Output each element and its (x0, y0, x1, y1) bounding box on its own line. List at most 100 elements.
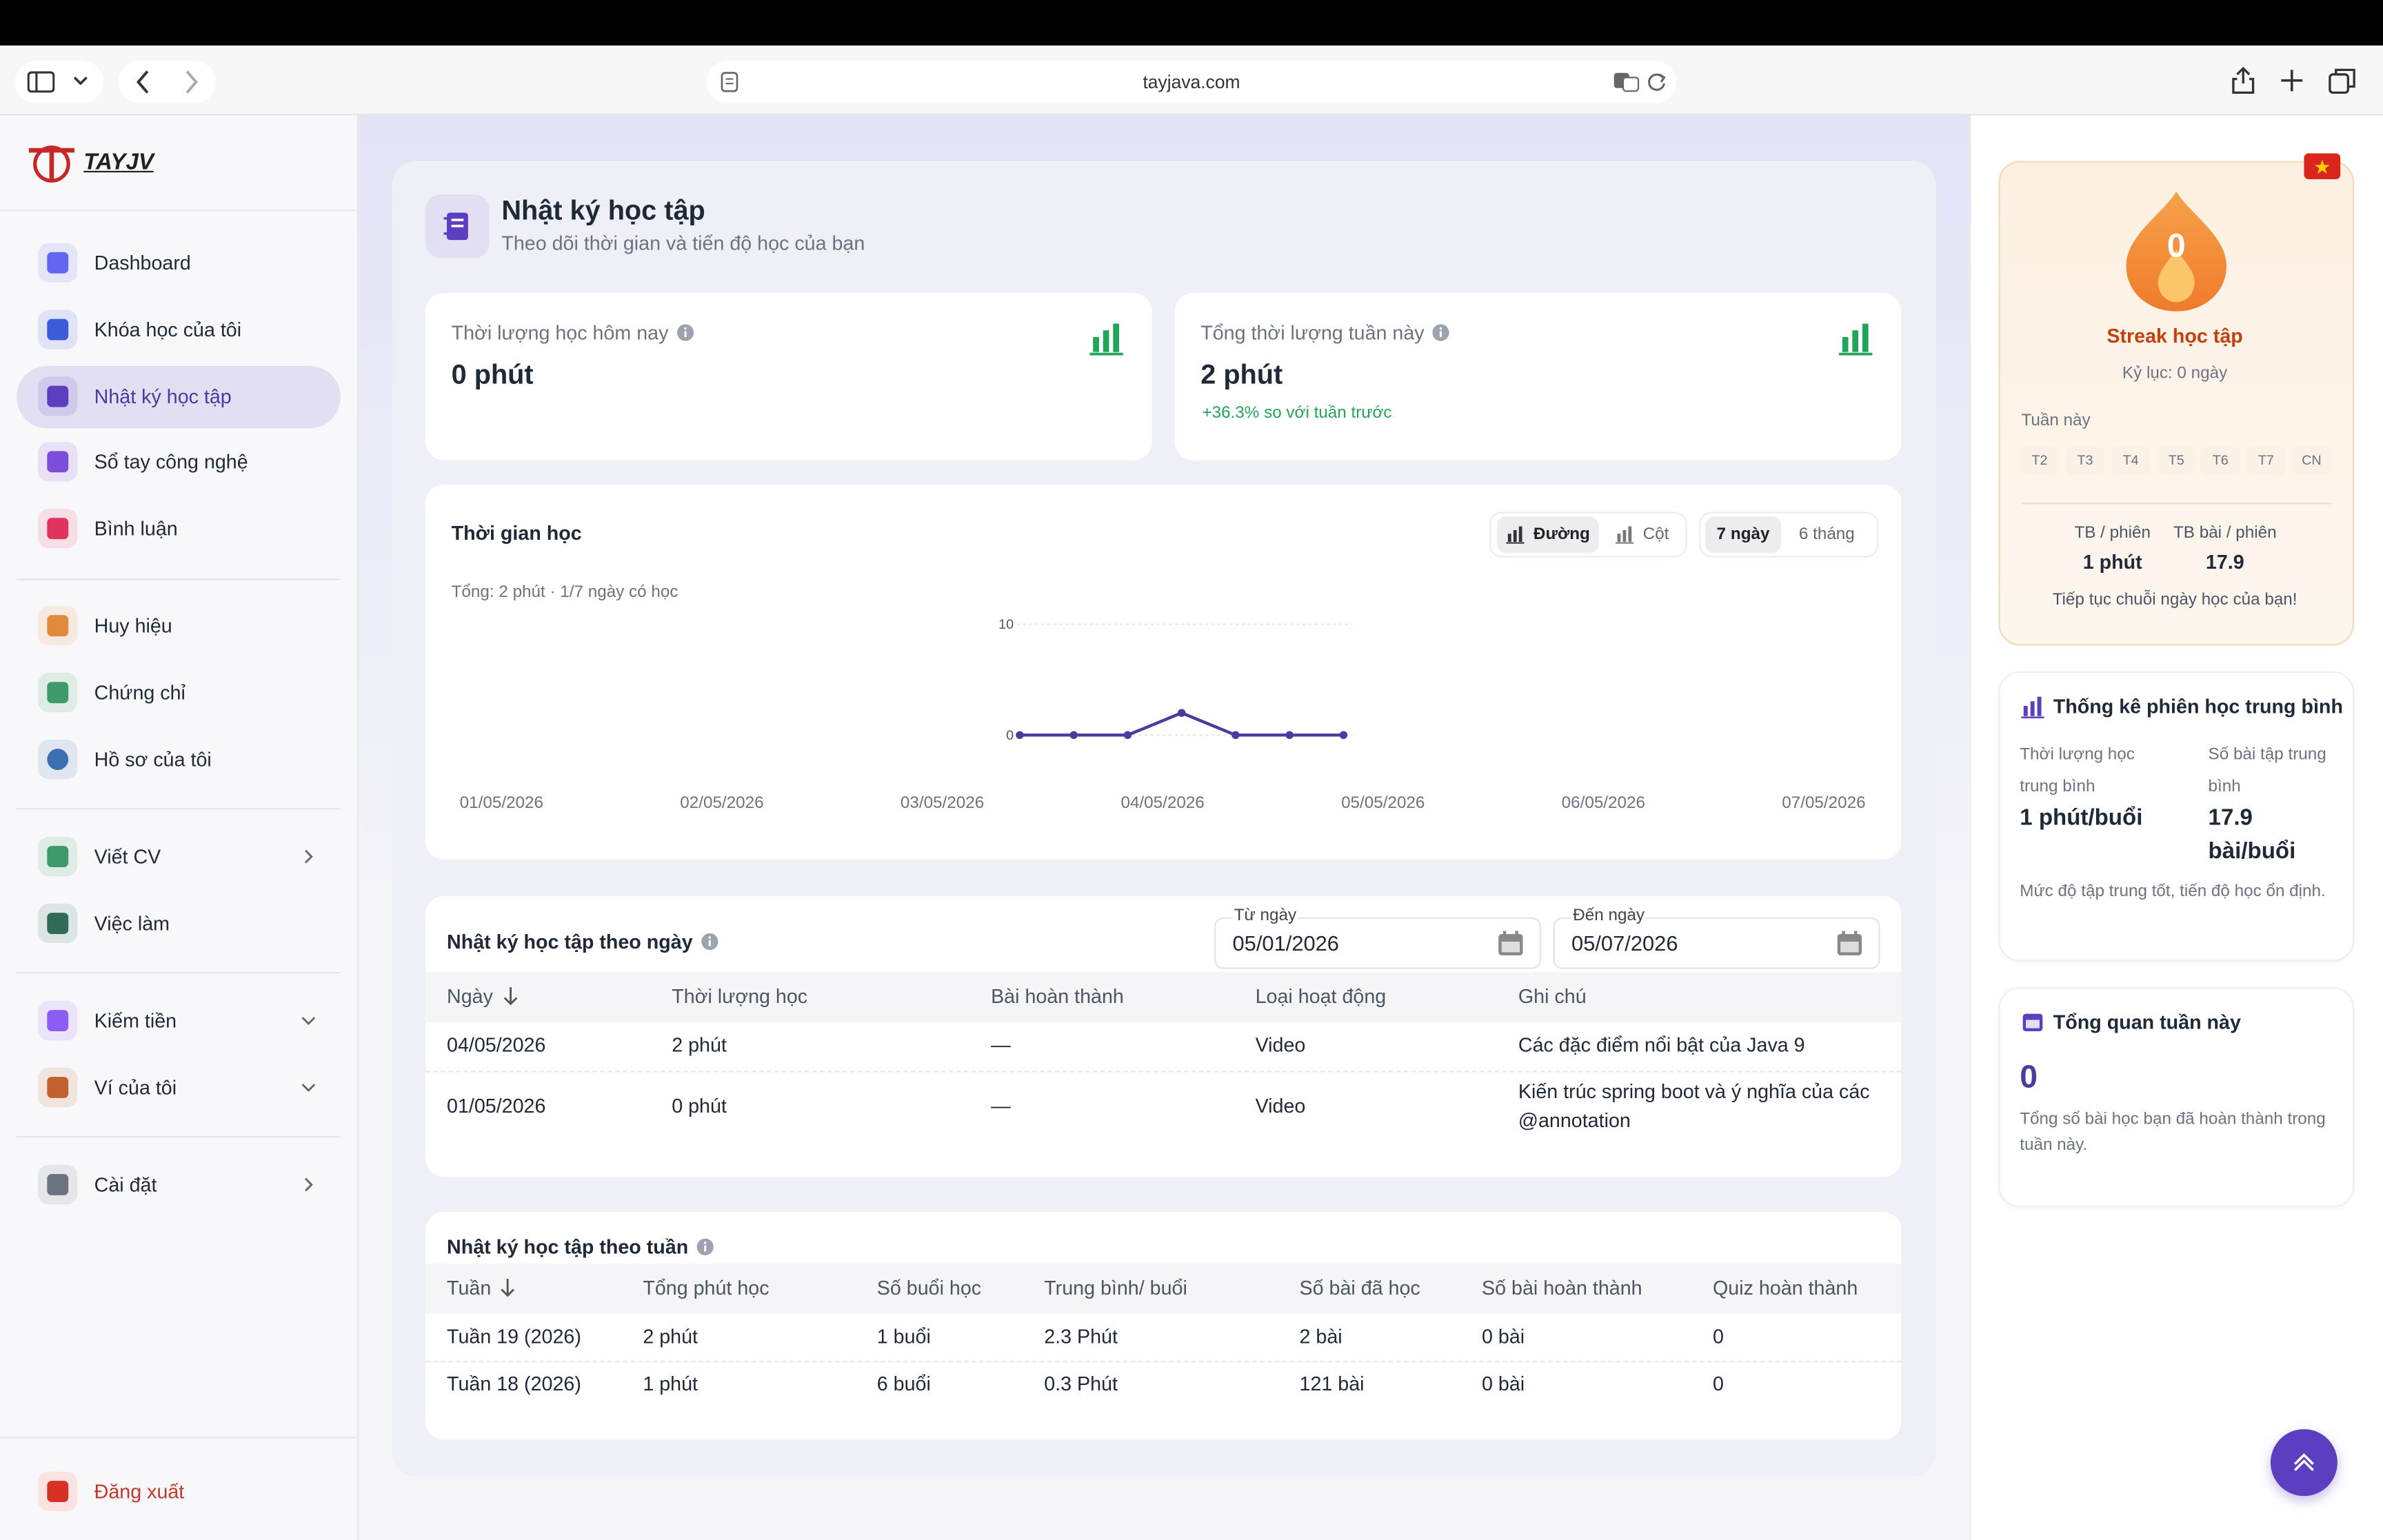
table-title: Nhật ký học tập theo tuần (447, 1235, 689, 1259)
table-cell: Kiến trúc spring boot và ý nghĩa của các… (1518, 1080, 1870, 1132)
range-button[interactable]: 7 ngày (1716, 525, 1770, 544)
icon-shape (1113, 323, 1120, 352)
date-input[interactable] (1553, 917, 1880, 969)
tabs-icon[interactable] (2329, 67, 2356, 94)
nav-item[interactable]: Kiếm tiền (94, 1009, 177, 1033)
data-point (1069, 731, 1078, 740)
table-cell: 0 bài (1481, 1372, 1525, 1395)
mode-button[interactable]: Cột (1642, 525, 1669, 544)
table-cell: 121 bài (1299, 1372, 1365, 1395)
bar-icon (1089, 323, 1123, 356)
overview-count: 0 (2020, 1060, 2038, 1095)
mode-button[interactable]: Đường (1533, 525, 1590, 544)
nav-item[interactable]: Sổ tay công nghệ (94, 450, 248, 474)
date-value: 05/01/2026 (1232, 931, 1339, 955)
icon-shape (2030, 701, 2035, 716)
translate-icon (1613, 72, 1640, 92)
table-cell: — (991, 1094, 1011, 1117)
icon-shape (501, 1279, 514, 1297)
icon-shape (2232, 77, 2255, 94)
logout[interactable]: Đăng xuất (94, 1480, 185, 1503)
icon-shape (451, 219, 464, 221)
flag-icon (2304, 153, 2341, 179)
icon-shape (721, 72, 738, 92)
nav-divider (17, 578, 341, 580)
day-box (2246, 446, 2286, 476)
table-cell: 2 bài (1299, 1325, 1343, 1348)
share-icon[interactable] (2231, 66, 2255, 94)
icon-shape (2023, 705, 2028, 716)
sort-icon[interactable] (500, 1277, 515, 1299)
column-header: Quiz hoàn thành (1713, 1276, 1858, 1299)
column-header: Bài hoàn thành (991, 984, 1124, 1008)
nav-item[interactable]: Việc làm (94, 912, 170, 935)
nav-icon-glyph (47, 1010, 69, 1031)
new-tab-icon[interactable] (2280, 68, 2304, 92)
icon-shape (28, 148, 75, 181)
sidebar-toggle[interactable] (15, 61, 103, 103)
date-input[interactable] (1214, 917, 1541, 969)
address-bar[interactable] (706, 61, 1677, 103)
stat-card (425, 293, 1152, 460)
icon-shape (1617, 534, 1621, 543)
icon-shape (1842, 336, 1849, 352)
calendar-icon[interactable] (1497, 929, 1525, 957)
calendar-icon[interactable] (1836, 929, 1864, 957)
table-cell: 0 (1713, 1325, 1724, 1348)
range-selected (1705, 516, 1782, 553)
x-tick-label: 06/05/2026 (1562, 793, 1645, 812)
range-button[interactable]: 6 tháng (1798, 525, 1855, 544)
bar-icon (1506, 526, 1525, 544)
logout-glyph (47, 1481, 69, 1502)
data-point (1231, 731, 1240, 740)
table-cell: 1 buổi (876, 1325, 931, 1348)
nav-icon-glyph (47, 682, 69, 704)
back-icon[interactable] (135, 70, 150, 94)
reload-icon[interactable] (1646, 72, 1667, 93)
info-icon (696, 1238, 714, 1255)
column-header: Trung bình/ buổi (1044, 1276, 1187, 1299)
nav-chevron (301, 1017, 316, 1025)
x-tick-label: 07/05/2026 (1782, 793, 1865, 812)
icon-shape (1854, 931, 1858, 938)
icon-shape (451, 225, 464, 227)
icon-shape (1862, 323, 1869, 352)
icon-shape (1840, 941, 1859, 953)
nav-icon-glyph (47, 318, 69, 341)
nav-item[interactable]: Huy hiệu (94, 614, 172, 638)
x-tick-label: 04/05/2026 (1120, 793, 1204, 812)
nav-item[interactable]: Cài đặt (94, 1173, 157, 1197)
streak-title: Streak học tập (2107, 324, 2243, 347)
nav-item[interactable]: Chứng chỉ (94, 681, 185, 705)
icon-shape (305, 849, 313, 864)
nav-item[interactable]: Ví của tôi (94, 1075, 177, 1100)
table-cell: 2 phút (643, 1325, 698, 1348)
icon-shape (703, 1242, 707, 1244)
icon-shape (305, 1177, 313, 1192)
day-box (2156, 446, 2196, 476)
nav-item[interactable]: Khóa học của tôi (94, 318, 242, 341)
streak-note: Tiếp tục chuỗi ngày học của bạn! (2052, 591, 2297, 609)
nav-item[interactable]: Dashboard (94, 251, 191, 274)
sort-icon[interactable] (503, 986, 519, 1007)
icon-shape (1439, 331, 1442, 338)
icon-shape (2158, 249, 2195, 303)
nav-item[interactable]: Nhật ký học tập (94, 385, 232, 408)
logo-text: TAYJV (83, 150, 154, 176)
nav-item[interactable]: Hồ sơ của tôi (94, 748, 212, 771)
icon-shape (2037, 696, 2042, 716)
table-cell: 04/05/2026 (447, 1033, 546, 1057)
card-title: Tổng quan tuần này (2053, 1011, 2241, 1034)
icon-shape (2281, 70, 2303, 92)
nav-item[interactable]: Bình luận (94, 517, 178, 540)
nav-item[interactable]: Viết CV (94, 845, 161, 869)
top-bar (0, 0, 2383, 46)
icon-shape (1648, 73, 1666, 91)
nav-buttons[interactable] (118, 61, 216, 103)
streak-divider (2021, 503, 2332, 505)
stat-value: 1 phút/buổi (2020, 804, 2143, 831)
forward-icon[interactable] (184, 70, 199, 94)
day-label: T7 (2258, 452, 2274, 468)
day-box (2291, 446, 2332, 476)
